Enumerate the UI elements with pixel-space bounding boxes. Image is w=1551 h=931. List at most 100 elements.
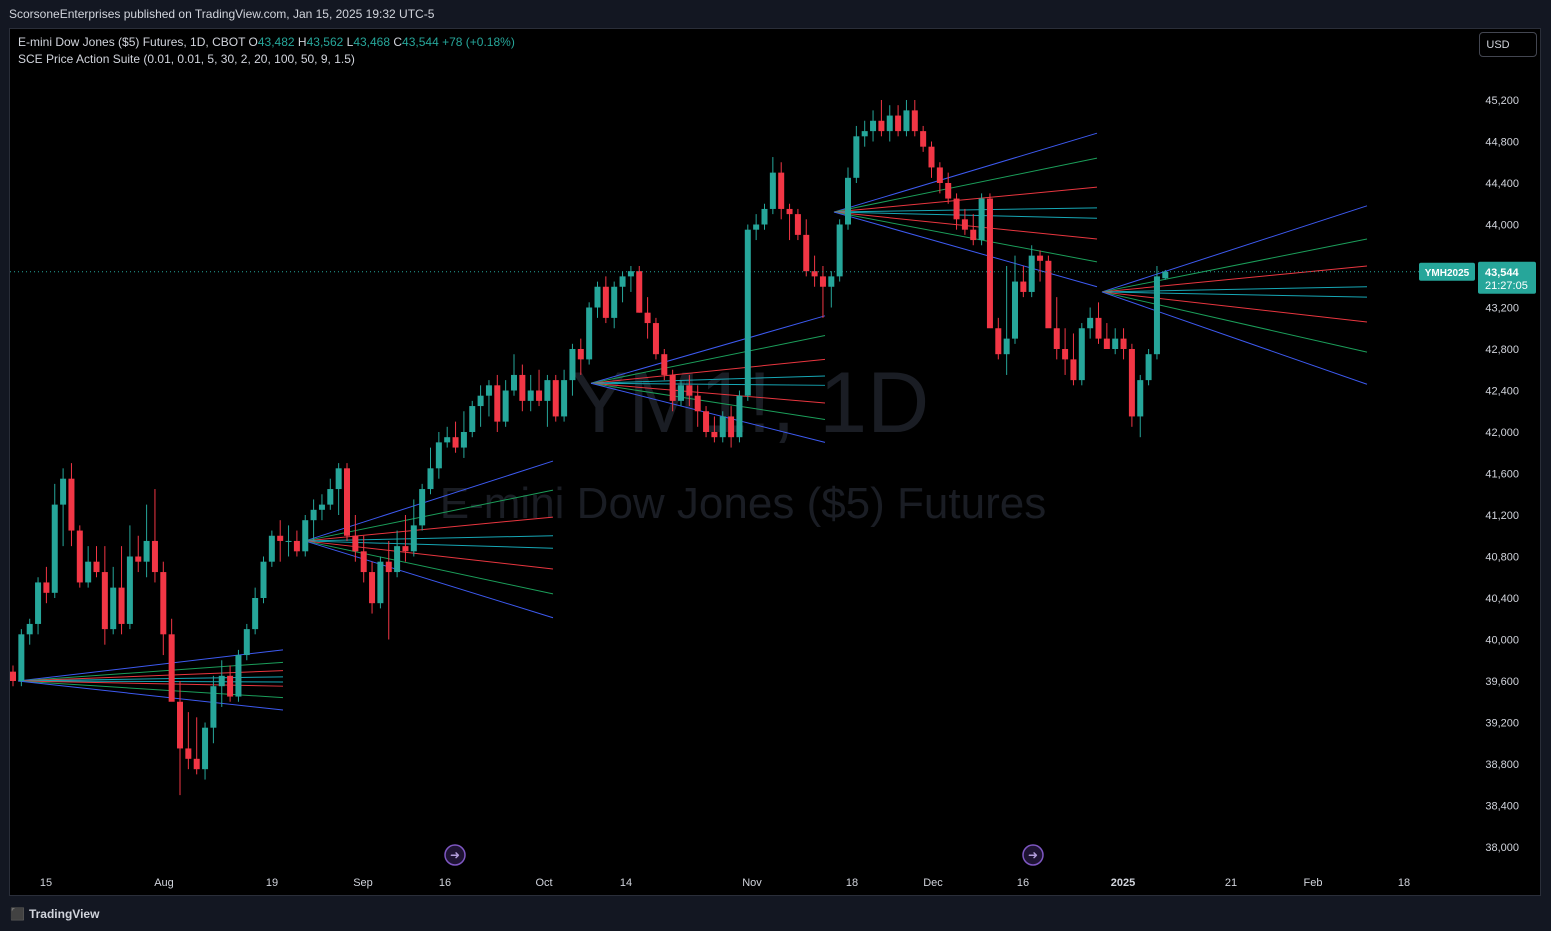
candle-body[interactable] bbox=[1078, 328, 1085, 381]
candle-body[interactable] bbox=[85, 561, 92, 583]
candle-body[interactable] bbox=[1145, 354, 1152, 381]
earnings-arrow-icon[interactable] bbox=[444, 844, 466, 866]
candle-body[interactable] bbox=[1128, 349, 1135, 417]
candle-body[interactable] bbox=[243, 629, 250, 656]
candle-body[interactable] bbox=[18, 634, 25, 681]
candle-body[interactable] bbox=[711, 432, 718, 438]
candle-body[interactable] bbox=[911, 110, 918, 132]
candle-body[interactable] bbox=[93, 561, 100, 573]
candle-body[interactable] bbox=[43, 582, 50, 593]
candle-body[interactable] bbox=[485, 385, 492, 396]
candle-body[interactable] bbox=[694, 395, 701, 412]
candle-body[interactable] bbox=[561, 380, 568, 417]
candle-body[interactable] bbox=[1087, 317, 1094, 329]
candle-body[interactable] bbox=[502, 390, 509, 422]
candle-body[interactable] bbox=[586, 307, 593, 360]
candle-body[interactable] bbox=[636, 271, 643, 313]
candle-body[interactable] bbox=[961, 219, 968, 230]
candle-body[interactable] bbox=[936, 167, 943, 183]
candle-body[interactable] bbox=[377, 561, 384, 604]
candle-body[interactable] bbox=[327, 489, 334, 505]
tradingview-logo[interactable]: ⬛ TradingView bbox=[10, 900, 99, 928]
candle-body[interactable] bbox=[736, 395, 743, 438]
candle-body[interactable] bbox=[536, 390, 543, 401]
candle-body[interactable] bbox=[594, 286, 601, 308]
candle-body[interactable] bbox=[385, 561, 392, 573]
indicator-line[interactable]: SCE Price Action Suite (0.01, 0.01, 5, 3… bbox=[18, 52, 355, 66]
candle-body[interactable] bbox=[60, 478, 67, 505]
candle-body[interactable] bbox=[352, 535, 359, 552]
candle-body[interactable] bbox=[1003, 338, 1010, 355]
candle-body[interactable] bbox=[861, 131, 868, 137]
candle-body[interactable] bbox=[118, 587, 125, 624]
candle-body[interactable] bbox=[285, 540, 292, 542]
candle-body[interactable] bbox=[895, 115, 902, 132]
candle-body[interactable] bbox=[544, 380, 551, 401]
candle-body[interactable] bbox=[202, 727, 209, 770]
candle-body[interactable] bbox=[1103, 338, 1110, 349]
candle-body[interactable] bbox=[177, 701, 183, 749]
candle-body[interactable] bbox=[135, 556, 142, 562]
candle-body[interactable] bbox=[569, 349, 576, 381]
candle-body[interactable] bbox=[761, 208, 768, 225]
candle-body[interactable] bbox=[10, 671, 16, 681]
candle-body[interactable] bbox=[769, 172, 776, 209]
candle-body[interactable] bbox=[26, 623, 33, 635]
candle-body[interactable] bbox=[310, 509, 317, 521]
candle-body[interactable] bbox=[68, 478, 75, 531]
candle-body[interactable] bbox=[318, 504, 325, 510]
candle-body[interactable] bbox=[168, 634, 175, 702]
earnings-arrow-icon[interactable] bbox=[1022, 844, 1044, 866]
candle-body[interactable] bbox=[661, 354, 668, 375]
candle-body[interactable] bbox=[870, 120, 877, 132]
candle-body[interactable] bbox=[552, 380, 559, 417]
candle-body[interactable] bbox=[511, 374, 517, 391]
candle-body[interactable] bbox=[1120, 338, 1127, 349]
candle-body[interactable] bbox=[76, 530, 83, 583]
candle-body[interactable] bbox=[953, 198, 960, 220]
candle-body[interactable] bbox=[678, 385, 684, 401]
candle-body[interactable] bbox=[260, 561, 267, 598]
candle-body[interactable] bbox=[1112, 338, 1119, 349]
candle-body[interactable] bbox=[452, 437, 459, 448]
candle-body[interactable] bbox=[1012, 281, 1018, 339]
candle-body[interactable] bbox=[778, 172, 785, 209]
candle-body[interactable] bbox=[845, 177, 851, 225]
candle-body[interactable] bbox=[995, 328, 1002, 355]
candle-body[interactable] bbox=[903, 110, 910, 132]
candle-body[interactable] bbox=[828, 276, 835, 287]
candle-body[interactable] bbox=[335, 468, 342, 490]
candle-body[interactable] bbox=[878, 120, 885, 132]
candle-body[interactable] bbox=[444, 437, 451, 443]
candle-body[interactable] bbox=[110, 587, 117, 630]
candle-body[interactable] bbox=[494, 385, 501, 422]
candle-body[interactable] bbox=[1070, 359, 1077, 381]
candle-body[interactable] bbox=[1045, 260, 1052, 329]
candle-body[interactable] bbox=[477, 395, 484, 407]
candle-body[interactable] bbox=[686, 385, 693, 396]
candle-body[interactable] bbox=[853, 136, 860, 178]
candle-body[interactable] bbox=[277, 535, 284, 541]
candle-body[interactable] bbox=[753, 224, 760, 230]
candle-body[interactable] bbox=[151, 540, 158, 573]
candle-body[interactable] bbox=[611, 286, 618, 318]
candle-body[interactable] bbox=[786, 208, 793, 215]
candle-body[interactable] bbox=[669, 374, 676, 401]
candle-body[interactable] bbox=[652, 323, 659, 355]
candle-body[interactable] bbox=[986, 198, 993, 329]
candle-body[interactable] bbox=[1053, 328, 1060, 349]
candle-body[interactable] bbox=[51, 504, 58, 593]
candle-body[interactable] bbox=[728, 416, 735, 438]
candle-body[interactable] bbox=[886, 115, 893, 132]
candle-body[interactable] bbox=[218, 675, 225, 687]
candle-body[interactable] bbox=[836, 224, 843, 277]
candle-body[interactable] bbox=[928, 146, 935, 168]
candle-body[interactable] bbox=[435, 442, 442, 469]
candle-body[interactable] bbox=[268, 535, 275, 562]
candle-body[interactable] bbox=[819, 276, 826, 287]
candle-body[interactable] bbox=[602, 286, 609, 318]
candle-body[interactable] bbox=[185, 748, 192, 759]
candle-body[interactable] bbox=[360, 551, 367, 573]
candle-body[interactable] bbox=[1153, 276, 1160, 355]
